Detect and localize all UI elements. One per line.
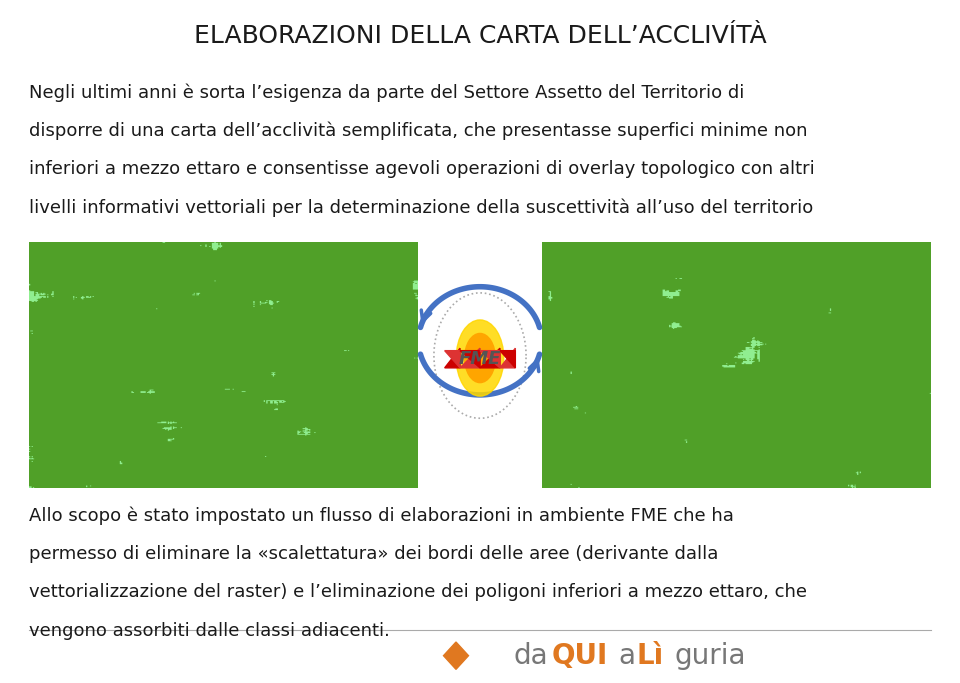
Polygon shape <box>500 348 516 368</box>
Polygon shape <box>480 348 500 368</box>
Text: Allo scopo è stato impostato un flusso di elaborazioni in ambiente FME che ha: Allo scopo è stato impostato un flusso d… <box>29 507 733 525</box>
Text: a: a <box>618 642 636 669</box>
Text: guria: guria <box>675 642 746 669</box>
Polygon shape <box>500 350 516 368</box>
Text: QUI: QUI <box>552 642 609 669</box>
Text: Lì: Lì <box>636 642 663 669</box>
Text: Negli ultimi anni è sorta l’esigenza da parte del Settore Assetto del Territorio: Negli ultimi anni è sorta l’esigenza da … <box>29 83 744 102</box>
Circle shape <box>465 333 495 382</box>
Polygon shape <box>460 348 480 368</box>
Polygon shape <box>444 348 460 368</box>
Polygon shape <box>444 642 468 669</box>
Text: vettorializzazione del raster) e l’eliminazione dei poligoni inferiori a mezzo e: vettorializzazione del raster) e l’elimi… <box>29 583 806 601</box>
Polygon shape <box>480 350 500 368</box>
Polygon shape <box>460 350 480 368</box>
Text: vengono assorbiti dalle classi adiacenti.: vengono assorbiti dalle classi adiacenti… <box>29 622 390 639</box>
Text: permesso di eliminare la «scalettatura» dei bordi delle aree (derivante dalla: permesso di eliminare la «scalettatura» … <box>29 545 718 563</box>
Text: disporre di una carta dell’acclività semplificata, che presentasse superfici min: disporre di una carta dell’acclività sem… <box>29 122 807 140</box>
Text: livelli informativi vettoriali per la determinazione della suscettività all’uso : livelli informativi vettoriali per la de… <box>29 198 813 217</box>
Circle shape <box>456 320 504 396</box>
Text: inferiori a mezzo ettaro e consentisse agevoli operazioni di overlay topologico : inferiori a mezzo ettaro e consentisse a… <box>29 160 814 178</box>
Text: ELABORAZIONI DELLA CARTA DELL’ACCLIVÍTÀ: ELABORAZIONI DELLA CARTA DELL’ACCLIVÍTÀ <box>194 24 766 48</box>
Text: da: da <box>514 642 548 669</box>
Polygon shape <box>444 350 460 368</box>
Text: FME: FME <box>459 350 501 368</box>
